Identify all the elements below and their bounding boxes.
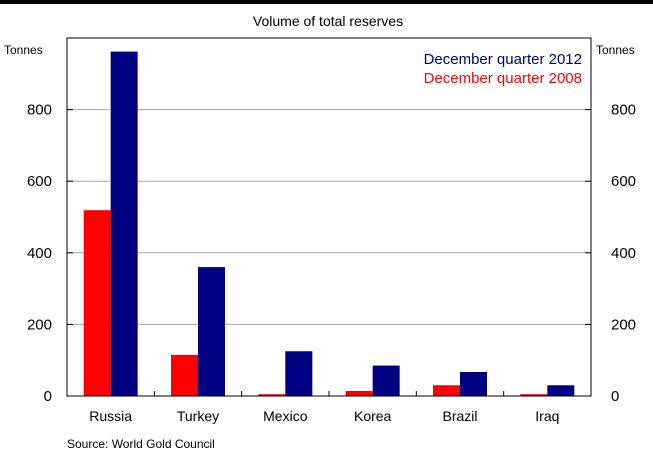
bar-turkey-2012 bbox=[198, 267, 225, 396]
source-note: Source: World Gold Council bbox=[67, 437, 215, 451]
category-label: Brazil bbox=[442, 408, 477, 424]
category-label: Korea bbox=[354, 408, 392, 424]
category-labels: Russia Turkey Mexico Korea Brazil Iraq bbox=[89, 408, 559, 424]
bar-brazil-2012 bbox=[460, 372, 487, 396]
bars bbox=[83, 51, 575, 396]
bar-brazil-2008 bbox=[433, 385, 460, 396]
chart-title: Volume of total reserves bbox=[253, 13, 403, 29]
category-label: Mexico bbox=[263, 408, 308, 424]
category-label: Russia bbox=[89, 408, 132, 424]
legend-2012: December quarter 2012 bbox=[424, 51, 582, 68]
bar-russia-2008 bbox=[83, 210, 111, 396]
left-tick-label: 0 bbox=[44, 388, 52, 405]
bar-korea-2008 bbox=[345, 390, 373, 396]
gridlines bbox=[67, 109, 591, 325]
left-axis-unit: Tonnes bbox=[4, 43, 43, 57]
bar-turkey-2008 bbox=[171, 354, 198, 396]
right-axis-unit: Tonnes bbox=[596, 43, 635, 57]
left-tick-label: 200 bbox=[27, 316, 52, 333]
category-label: Iraq bbox=[535, 408, 559, 424]
plot-frame bbox=[66, 37, 592, 397]
bar-mexico-2008 bbox=[258, 394, 286, 396]
bar-iraq-2008 bbox=[520, 394, 548, 396]
bar-korea-2012 bbox=[372, 365, 400, 396]
legend-2008: December quarter 2008 bbox=[424, 70, 582, 87]
top-rule bbox=[0, 0, 653, 4]
axis-ticks: 0 0 200 200 400 400 600 600 800 800 bbox=[27, 102, 636, 405]
category-label: Turkey bbox=[177, 408, 219, 424]
bar-mexico-2012 bbox=[285, 351, 313, 396]
left-tick-label: 600 bbox=[27, 173, 52, 190]
left-tick-label: 400 bbox=[27, 245, 52, 262]
bar-russia-2012 bbox=[110, 51, 138, 396]
left-tick-label: 800 bbox=[27, 102, 52, 119]
right-tick-label: 600 bbox=[611, 173, 636, 190]
bar-iraq-2012 bbox=[547, 385, 575, 396]
right-tick-label: 200 bbox=[611, 316, 636, 333]
right-tick-label: 800 bbox=[611, 102, 636, 119]
right-tick-label: 400 bbox=[611, 245, 636, 262]
right-tick-label: 0 bbox=[611, 388, 619, 405]
